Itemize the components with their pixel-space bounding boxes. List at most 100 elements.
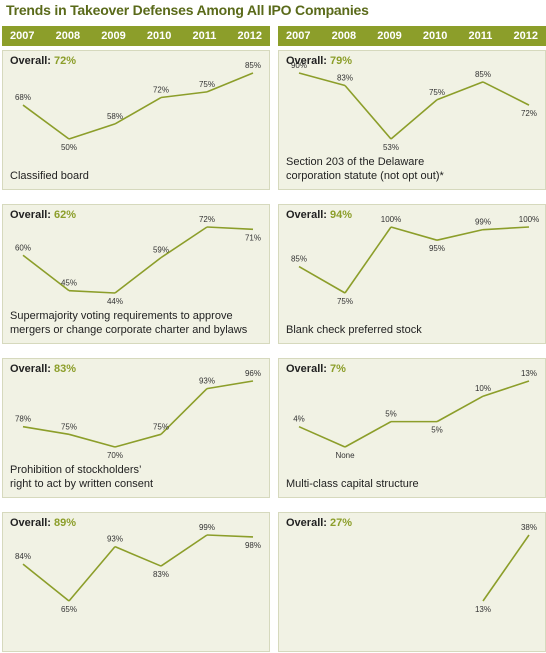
data-label: 5% — [385, 410, 397, 419]
data-label: 75% — [61, 422, 77, 431]
data-label: 84% — [15, 552, 31, 561]
line-chart: 60% 45% 44% 59% 72% 71% — [15, 215, 261, 306]
series-line-segment — [22, 254, 70, 292]
data-label: 38% — [521, 523, 537, 532]
year-label: 2007 — [286, 30, 311, 42]
data-label: 95% — [429, 244, 445, 253]
series-line-segment — [344, 84, 392, 140]
data-label: 78% — [15, 415, 31, 424]
chart-panel: Overall: 27% 13% 38% — [278, 512, 546, 652]
line-chart: 90% 83% 53% 75% 85% 72% — [291, 61, 537, 152]
panel-label-line: Classified board — [10, 170, 89, 182]
series-line-segment — [22, 104, 70, 140]
right-column: 2007 2008 2009 2010 2011 2012 Overall: 7… — [278, 26, 546, 652]
overall-summary: Overall: 27% — [286, 517, 352, 529]
overall-value: 83% — [54, 363, 77, 375]
panel-label-line: Blank check preferred stock — [286, 324, 422, 336]
line-chart: 84% 65% 93% 83% 99% 98% — [15, 523, 261, 614]
series-line-segment — [482, 380, 530, 397]
data-label: 75% — [429, 88, 445, 97]
year-label: 2010 — [422, 30, 448, 42]
year-label: 2009 — [377, 30, 402, 42]
year-label: 2007 — [10, 30, 35, 42]
series-line-segment — [436, 395, 484, 423]
data-label: 53% — [383, 143, 399, 152]
series-line-segment — [206, 226, 254, 231]
data-label: 50% — [61, 143, 77, 152]
left-column: 2007 2008 2009 2010 2011 2012 Overall: 7… — [2, 26, 270, 652]
overall-summary: Overall: 7% — [286, 363, 346, 375]
overall-summary: Overall: 72% — [10, 55, 76, 67]
series-line-segment — [206, 380, 254, 390]
overall-value: 89% — [54, 517, 77, 529]
chart-title: Trends in Takeover Defenses Among All IP… — [6, 2, 369, 18]
year-label: 2009 — [101, 30, 126, 42]
data-label: 85% — [245, 61, 261, 70]
series-line-segment — [68, 546, 116, 602]
data-label: 10% — [475, 384, 491, 393]
chart-panel: Overall: 72% 68% 50% 58% 72% 75% 85% Classified… — [2, 50, 270, 190]
overall-prefix: Overall: — [10, 209, 55, 221]
series-line-segment — [160, 226, 208, 259]
data-label: 59% — [153, 246, 169, 255]
line-chart: 85% 75% 100% 95% 99% 100% — [291, 215, 539, 306]
series-line-segment — [22, 563, 70, 602]
chart-panel: Overall: 83% 78% 75% 70% 75% 93% 96% Prohibitio… — [2, 358, 270, 498]
overall-summary: Overall: 79% — [286, 55, 352, 67]
series-line-segment — [206, 534, 254, 538]
year-label: 2008 — [331, 30, 357, 42]
chart-panel: Overall: 7% 4% None 5% 5% 10% 13% Multi-class c… — [278, 358, 546, 498]
data-label: 93% — [199, 377, 215, 386]
data-label: 72% — [199, 215, 215, 224]
line-chart: 68% 50% 58% 72% 75% 85% — [15, 61, 261, 152]
series-line-segment — [206, 72, 254, 93]
data-label: 90% — [291, 61, 307, 70]
series-line-segment — [68, 289, 116, 294]
series-line-segment — [436, 81, 484, 101]
overall-summary: Overall: 62% — [10, 209, 76, 221]
data-label: 60% — [15, 243, 31, 252]
data-label: 58% — [107, 112, 123, 121]
overall-value: 7% — [330, 363, 346, 375]
series-line-segment — [482, 81, 530, 106]
data-label: 72% — [153, 86, 169, 95]
data-label: 65% — [61, 605, 77, 614]
data-label: 13% — [475, 605, 491, 614]
data-label: 71% — [245, 233, 261, 242]
series-line-segment — [298, 72, 346, 87]
data-label: 13% — [521, 369, 537, 378]
overall-value: 62% — [54, 209, 77, 221]
data-label: 75% — [337, 297, 353, 306]
panel-label-line: corporation statute (not opt out)* — [286, 170, 444, 182]
data-label: 83% — [153, 570, 169, 579]
panel-label-line: mergers or change corporate charter and … — [10, 324, 248, 336]
year-label: 2010 — [146, 30, 172, 42]
overall-prefix: Overall: — [286, 363, 331, 375]
series-line-segment — [22, 425, 70, 436]
series-line-segment — [344, 420, 392, 448]
data-label: 100% — [519, 215, 539, 224]
data-label: 83% — [337, 73, 353, 82]
data-label: 75% — [199, 80, 215, 89]
series-line-segment — [114, 433, 162, 448]
panel-label-line: Multi-class capital structure — [286, 478, 419, 490]
data-label: 85% — [475, 70, 491, 79]
data-label: 72% — [521, 109, 537, 118]
data-label: None — [335, 451, 355, 460]
chart-panel: Overall: 89% 84% 65% 93% 83% 99% 98% — [2, 512, 270, 652]
series-line-segment — [390, 99, 438, 140]
series-line-segment — [344, 226, 392, 294]
year-label: 2011 — [192, 30, 217, 42]
data-label: 5% — [431, 426, 443, 435]
data-label: 70% — [107, 451, 123, 460]
panel-label-line: right to act by written consent — [10, 478, 154, 490]
line-chart: 4% None 5% 5% 10% 13% — [293, 369, 537, 460]
overall-summary: Overall: 94% — [286, 209, 352, 221]
overall-summary: Overall: 89% — [10, 517, 76, 529]
data-label: 44% — [107, 297, 123, 306]
overall-value: 27% — [330, 517, 353, 529]
series-line-segment — [68, 123, 116, 140]
panel-label: Prohibition of stockholders’ right to act… — [10, 463, 265, 491]
overall-value: 79% — [330, 55, 353, 67]
data-label: 85% — [291, 255, 307, 264]
